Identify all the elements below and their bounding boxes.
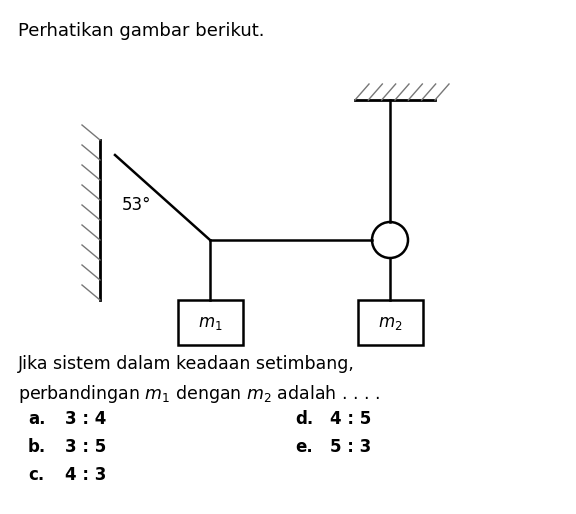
Text: Perhatikan gambar berikut.: Perhatikan gambar berikut. (18, 22, 264, 40)
Text: 53°: 53° (122, 196, 151, 214)
Text: b.: b. (28, 438, 46, 456)
Bar (358, 300, 423, 345)
Text: 3 : 4: 3 : 4 (65, 410, 107, 428)
Text: perbandingan $m_1$ dengan $m_2$ adalah . . . .: perbandingan $m_1$ dengan $m_2$ adalah .… (18, 383, 380, 405)
Text: 3 : 5: 3 : 5 (65, 438, 106, 456)
Text: e.: e. (295, 438, 313, 456)
Text: c.: c. (28, 466, 44, 484)
Text: $m_2$: $m_2$ (378, 314, 402, 332)
Text: $m_1$: $m_1$ (198, 314, 222, 332)
Text: d.: d. (295, 410, 313, 428)
Text: Jika sistem dalam keadaan setimbang,: Jika sistem dalam keadaan setimbang, (18, 355, 355, 373)
Text: 5 : 3: 5 : 3 (330, 438, 372, 456)
Text: a.: a. (28, 410, 46, 428)
Text: 4 : 3: 4 : 3 (65, 466, 107, 484)
Text: 4 : 5: 4 : 5 (330, 410, 372, 428)
Bar (177, 300, 242, 345)
